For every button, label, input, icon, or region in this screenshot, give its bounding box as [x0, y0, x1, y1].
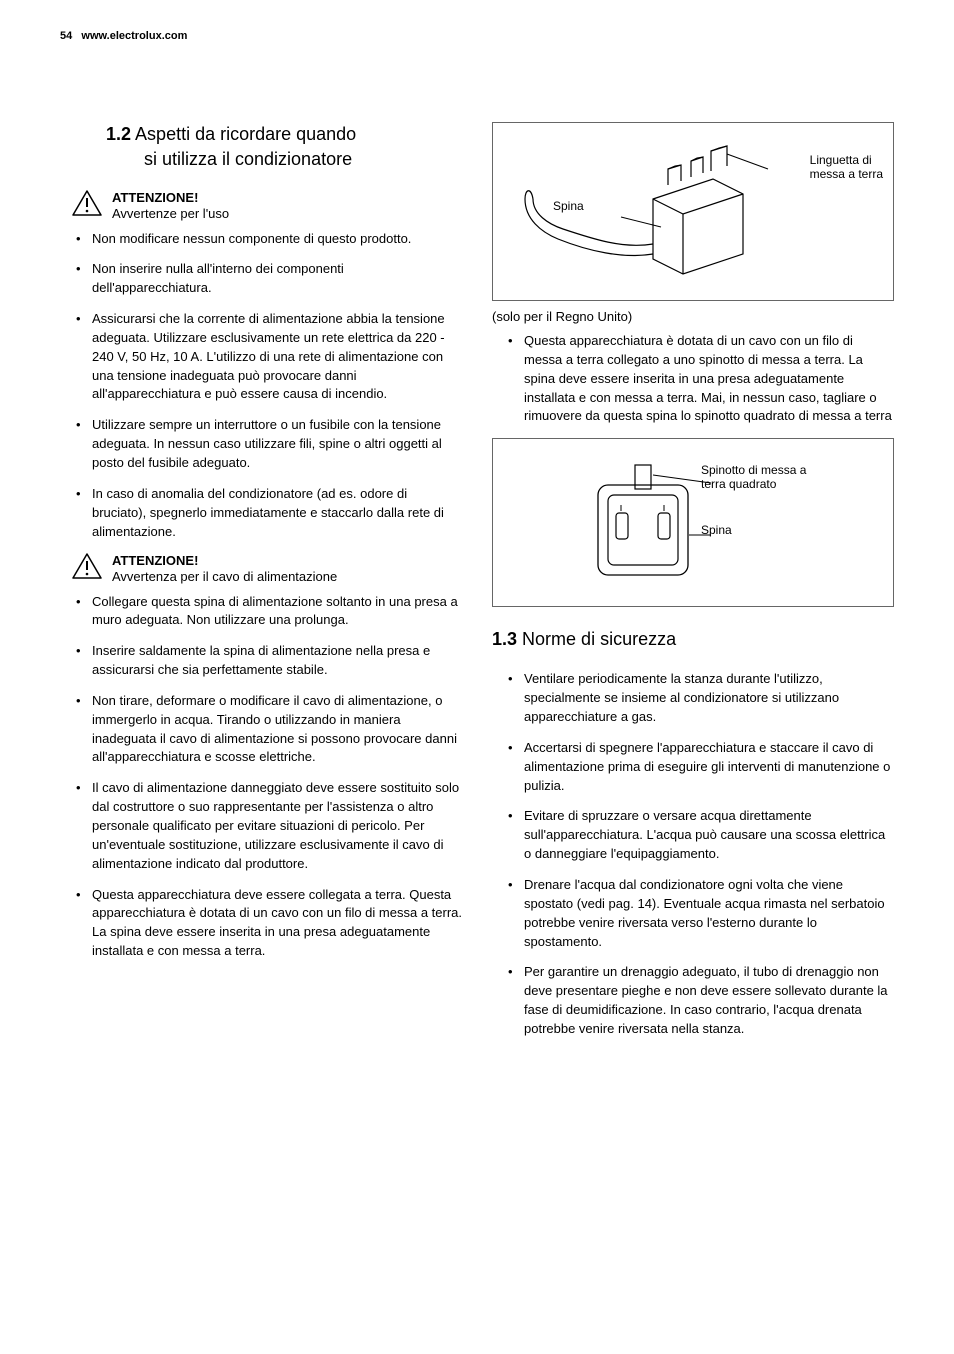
- page-number: 54: [60, 30, 72, 42]
- list-item: Utilizzare sempre un interruttore o un f…: [72, 416, 462, 473]
- bullet-list-1: Non modificare nessun componente di ques…: [72, 230, 462, 542]
- warning-block-2: ATTENZIONE! Avvertenza per il cavo di al…: [72, 553, 462, 586]
- warning-title: ATTENZIONE!: [112, 553, 337, 568]
- figure-label-ground-l1: Linguetta di: [810, 153, 872, 167]
- warning-subtitle: Avvertenza per il cavo di alimentazione: [112, 568, 337, 586]
- page-header: 54 www.electrolux.com: [60, 30, 894, 42]
- bullet-list-2: Collegare questa spina di alimentazione …: [72, 593, 462, 961]
- right-column: Spina Linguetta di messa a terra (solo p…: [492, 122, 894, 1051]
- figure-label-spina: Spina: [553, 199, 584, 213]
- section-number: 1.3: [492, 629, 517, 649]
- figure-label-pin-l1: Spinotto di messa a: [701, 463, 806, 477]
- list-item: Accertarsi di spegnere l'apparecchiatura…: [504, 739, 894, 796]
- plug-diagram-2: [503, 455, 883, 585]
- figure-label-ground-l2: messa a terra: [810, 167, 883, 181]
- figure-1-box: Spina Linguetta di messa a terra: [492, 122, 894, 301]
- section-title-line1: Aspetti da ricordare quando: [135, 124, 356, 144]
- figure-1-caption: (solo per il Regno Unito): [492, 309, 894, 324]
- list-item: In caso di anomalia del condizionatore (…: [72, 485, 462, 542]
- bullet-list-3: Questa apparecchiatura è dotata di un ca…: [504, 332, 894, 426]
- warning-subtitle: Avvertenze per l'uso: [112, 205, 229, 223]
- list-item: Questa apparecchiatura deve essere colle…: [72, 886, 462, 961]
- list-item: Evitare di spruzzare o versare acqua dir…: [504, 807, 894, 864]
- list-item: Questa apparecchiatura è dotata di un ca…: [504, 332, 894, 426]
- warning-text-2: ATTENZIONE! Avvertenza per il cavo di al…: [112, 553, 337, 586]
- warning-block-1: ATTENZIONE! Avvertenze per l'uso: [72, 190, 462, 223]
- list-item: Non inserire nulla all'interno dei compo…: [72, 260, 462, 298]
- warning-text-1: ATTENZIONE! Avvertenze per l'uso: [112, 190, 229, 223]
- figure-label-spina-2: Spina: [701, 523, 732, 537]
- section-number: 1.2: [106, 124, 131, 144]
- warning-icon: [72, 190, 102, 216]
- figure-2-box: Spinotto di messa a terra quadrato Spina: [492, 438, 894, 607]
- header-url: www.electrolux.com: [81, 30, 187, 42]
- list-item: Collegare questa spina di alimentazione …: [72, 593, 462, 631]
- list-item: Ventilare periodicamente la stanza duran…: [504, 670, 894, 727]
- figure-label-pin-l2: terra quadrato: [701, 477, 776, 491]
- list-item: Inserire saldamente la spina di alimenta…: [72, 642, 462, 680]
- list-item: Drenare l'acqua dal condizionatore ogni …: [504, 876, 894, 951]
- list-item: Assicurarsi che la corrente di alimentaz…: [72, 310, 462, 404]
- left-column: 1.2 Aspetti da ricordare quando si utiliz…: [60, 122, 462, 1051]
- warning-icon: [72, 553, 102, 579]
- list-item: Il cavo di alimentazione danneggiato dev…: [72, 779, 462, 873]
- section-1-2-title: 1.2 Aspetti da ricordare quando si utiliz…: [106, 122, 462, 172]
- bullet-list-4: Ventilare periodicamente la stanza duran…: [504, 670, 894, 1038]
- warning-title: ATTENZIONE!: [112, 190, 229, 205]
- list-item: Non modificare nessun componente di ques…: [72, 230, 462, 249]
- list-item: Non tirare, deformare o modificare il ca…: [72, 692, 462, 767]
- two-column-layout: 1.2 Aspetti da ricordare quando si utiliz…: [60, 122, 894, 1051]
- list-item: Per garantire un drenaggio adeguato, il …: [504, 963, 894, 1038]
- section-1-3-title: 1.3 Norme di sicurezza: [492, 627, 894, 652]
- section-title-line2: si utilizza il condizionatore: [144, 149, 352, 169]
- section-title-text: Norme di sicurezza: [522, 629, 676, 649]
